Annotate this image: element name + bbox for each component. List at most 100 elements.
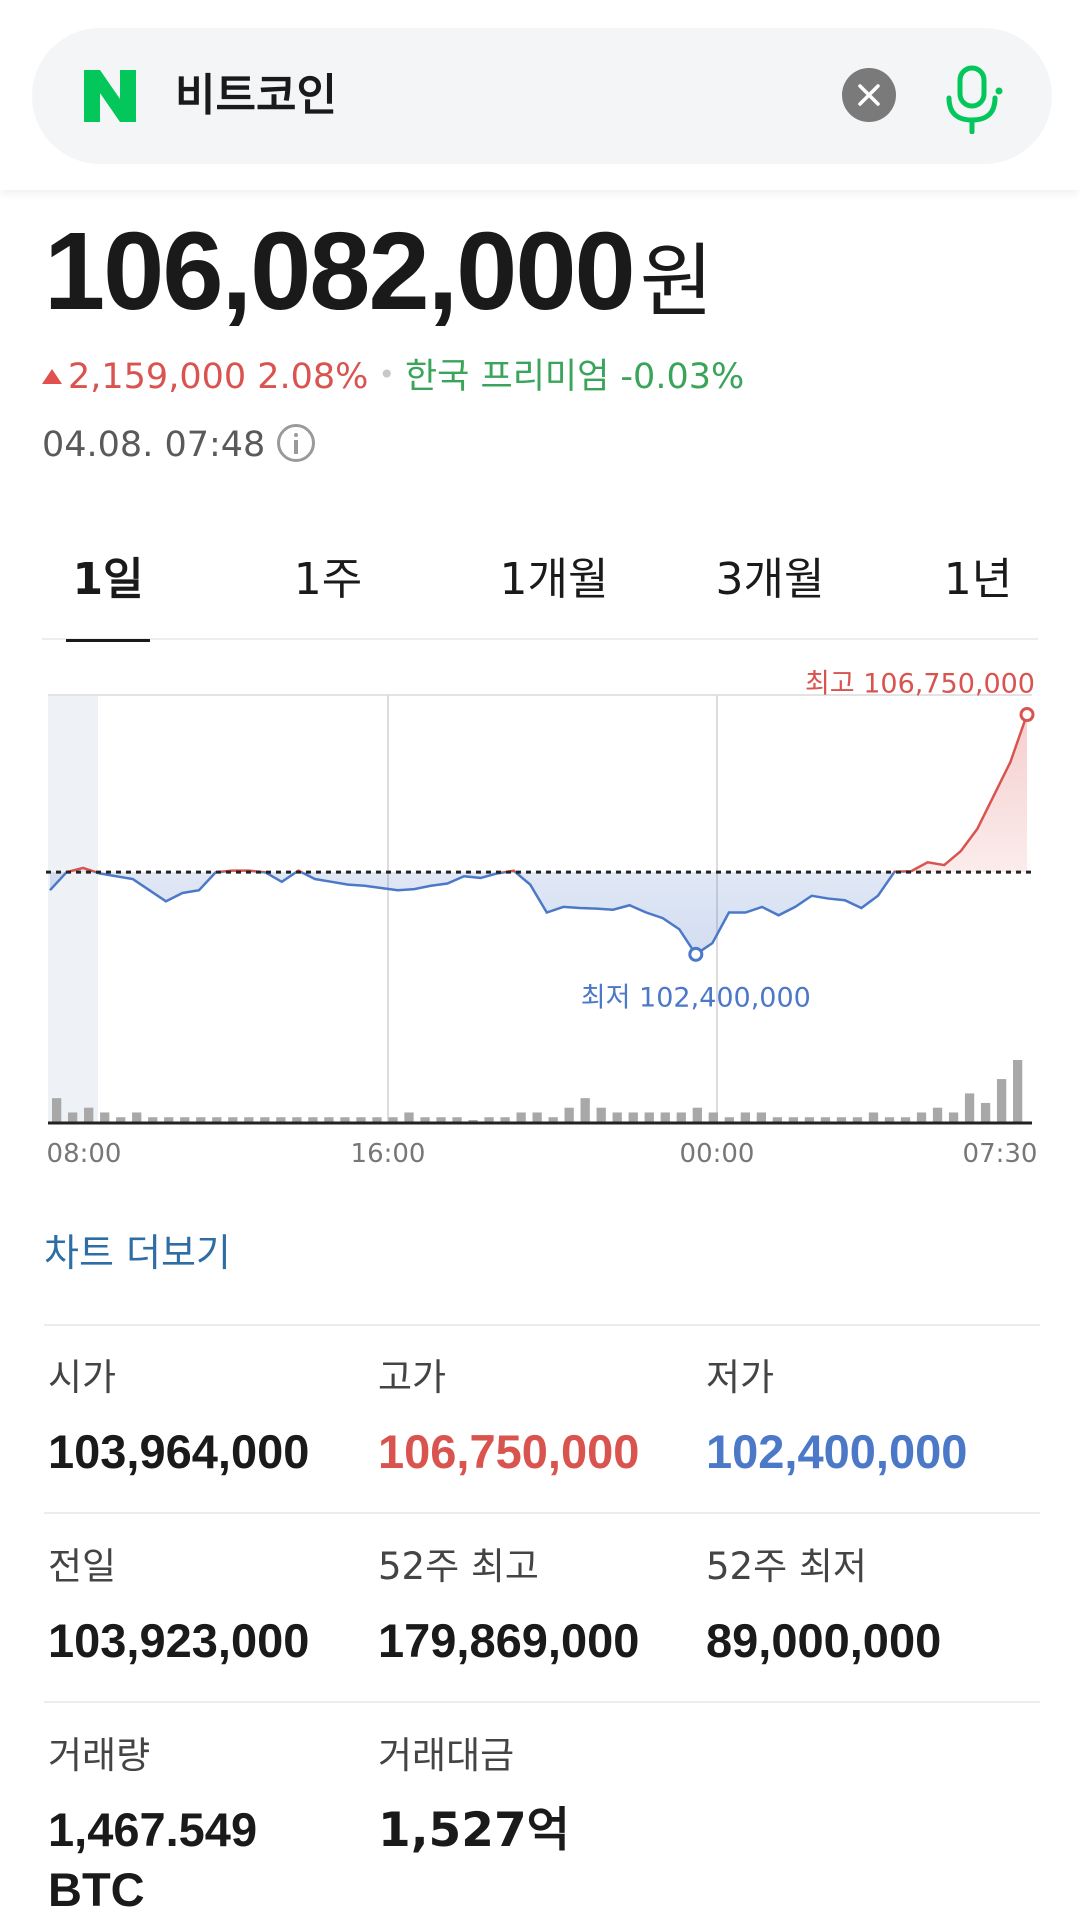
stat-high: 고가 106,750,000: [378, 1354, 698, 1482]
volume-bar: [660, 1112, 670, 1122]
stat-label: 전일: [48, 1545, 117, 1588]
volume-bar: [564, 1107, 574, 1122]
volume-bar: [772, 1117, 783, 1122]
volume-bar: [484, 1117, 494, 1122]
tab-3months[interactable]: 3개월: [715, 554, 825, 605]
volume-bar: [324, 1117, 334, 1122]
stat-value: 179,869,000: [378, 1614, 640, 1667]
volume-bar: [452, 1117, 462, 1122]
volume-amount: 1,467.549: [48, 1803, 258, 1856]
stat-volume: 거래량 1,467.549 BTC: [48, 1732, 368, 1920]
stat-label: 52주 최고: [378, 1545, 539, 1588]
volume-bar: [1012, 1060, 1023, 1122]
stat-label: 고가: [378, 1356, 447, 1399]
tab-1year[interactable]: 1년: [943, 554, 1013, 605]
clear-icon[interactable]: [842, 68, 896, 122]
price-chart[interactable]: 최고 106,750,000 최저 102,400,000 08:00 16:00 00…: [40, 669, 1040, 1170]
pre-market-shade: [48, 695, 98, 1122]
stat-value: 102,400,000: [706, 1425, 968, 1478]
volume-bar: [900, 1117, 911, 1122]
stat-value: 89,000,000: [706, 1614, 942, 1667]
x-tick-label: 00:00: [680, 1139, 755, 1169]
volume-bar: [948, 1112, 959, 1122]
volume-bar: [84, 1107, 94, 1122]
volume-bar: [612, 1112, 622, 1122]
divider: [44, 1512, 1040, 1514]
price-unit: 원: [639, 235, 714, 328]
current-price: 106,082,000원: [44, 212, 714, 342]
tab-1day[interactable]: 1일: [66, 545, 150, 642]
high-label: 최고 106,750,000: [805, 669, 1035, 700]
stat-value: 106,750,000: [378, 1425, 640, 1478]
stat-trade-value: 거래대금 1,527억: [378, 1732, 698, 1861]
volume-bar: [788, 1117, 799, 1122]
search-query[interactable]: 비트코인: [175, 70, 337, 121]
volume-bar: [420, 1117, 430, 1122]
stat-label: 저가: [706, 1356, 775, 1399]
price-change: 2,159,000 2.08%: [68, 357, 369, 397]
stat-label: 시가: [48, 1356, 117, 1399]
volume-bar: [196, 1117, 206, 1122]
volume-bar: [340, 1117, 350, 1122]
price-timestamp-row: 04.08. 07:48: [42, 422, 316, 468]
volume-bar: [212, 1117, 222, 1122]
volume-bar: [692, 1107, 702, 1122]
volume-bar: [132, 1112, 142, 1122]
stat-value: 1,527억: [378, 1800, 698, 1861]
trade-value-amount: 1,527억: [378, 1803, 570, 1858]
volume-bar: [292, 1117, 302, 1122]
volume-bar: [116, 1117, 126, 1122]
up-triangle-icon: [42, 369, 62, 384]
price-chart-svg: 최고 106,750,000 최저 102,400,000 08:00 16:00 00…: [46, 669, 1037, 1169]
naver-logo-icon[interactable]: [82, 68, 138, 124]
volume-bar: [388, 1117, 398, 1122]
separator-dot: •: [378, 358, 395, 391]
volume-bar: [980, 1102, 991, 1122]
stat-52w-low: 52주 최저 89,000,000: [706, 1543, 1026, 1671]
volume-bar: [276, 1117, 286, 1122]
high-marker: [1019, 707, 1035, 723]
volume-bar: [548, 1117, 558, 1122]
tab-1month[interactable]: 1개월: [499, 554, 609, 605]
volume-bar: [308, 1117, 318, 1122]
price-change-row: 2,159,000 2.08% • 한국 프리미엄 -0.03%: [42, 352, 744, 400]
volume-bar: [404, 1112, 414, 1122]
volume-bar: [356, 1117, 366, 1122]
tab-1week[interactable]: 1주: [293, 554, 363, 605]
volume-bar: [100, 1112, 110, 1122]
info-icon[interactable]: [277, 424, 316, 462]
search-bar[interactable]: 비트코인: [32, 28, 1052, 164]
volume-bar: [836, 1117, 847, 1122]
volume-bar: [740, 1112, 750, 1122]
stat-value: 103,923,000: [48, 1614, 310, 1667]
header: 비트코인: [0, 0, 1079, 190]
volume-bar: [532, 1112, 542, 1122]
volume-bar: [964, 1093, 975, 1122]
volume-bar: [180, 1117, 190, 1122]
stat-prev-close: 전일 103,923,000: [48, 1543, 368, 1671]
volume-bar: [644, 1112, 654, 1122]
volume-unit: BTC: [48, 1863, 145, 1916]
low-label: 최저 102,400,000: [581, 982, 811, 1013]
volume-bar: [756, 1112, 767, 1122]
stat-value: 1,467.549 BTC: [48, 1800, 368, 1920]
volume-bar: [148, 1117, 158, 1122]
low-marker: [688, 946, 704, 962]
microphone-icon[interactable]: [937, 64, 1007, 134]
volume-bar: [228, 1117, 238, 1122]
volume-bar: [164, 1117, 174, 1122]
volume-bar: [676, 1112, 686, 1122]
more-chart-link[interactable]: 차트 더보기: [44, 1231, 231, 1275]
korea-premium[interactable]: 한국 프리미엄 -0.03%: [404, 357, 745, 397]
divider: [44, 1701, 1040, 1703]
stat-label: 52주 최저: [706, 1545, 867, 1588]
volume-bar: [996, 1079, 1007, 1122]
area-below-baseline: [50, 872, 1027, 955]
volume-bar: [436, 1117, 446, 1122]
volume-bar: [372, 1117, 382, 1122]
divider: [44, 1324, 1040, 1326]
volume-bar: [852, 1117, 863, 1122]
volume-bar: [500, 1117, 510, 1122]
volume-bar: [804, 1117, 815, 1122]
volume-bar: [820, 1117, 831, 1122]
